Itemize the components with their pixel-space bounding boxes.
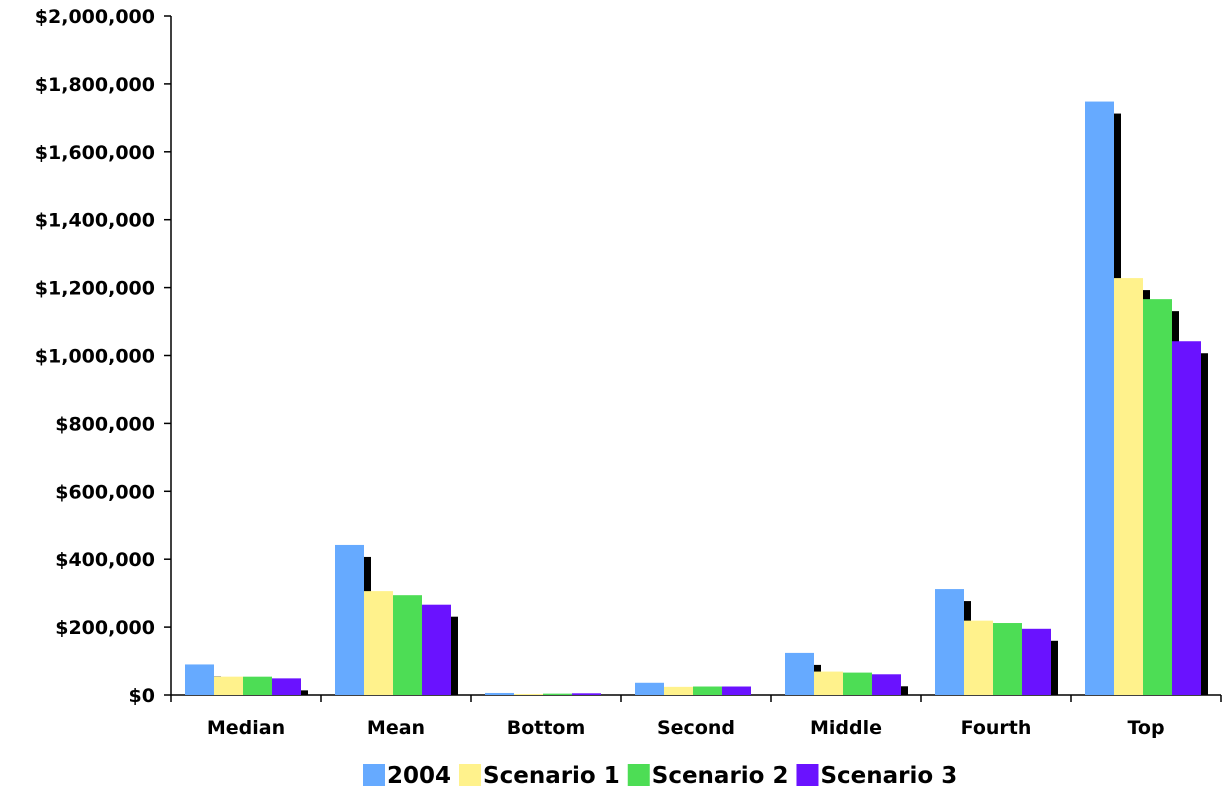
bar <box>485 693 514 695</box>
y-tick-label: $800,000 <box>55 413 155 435</box>
bar <box>785 653 814 695</box>
bar <box>722 687 751 695</box>
bar <box>1143 299 1172 695</box>
bar <box>935 589 964 695</box>
legend-swatch <box>628 764 650 786</box>
x-axis: Median Mean Bottom Second Middle Fourth Top <box>171 695 1221 739</box>
legend: 2004 Scenario 1 Scenario 2 Scenario 3 <box>363 763 957 789</box>
y-tick-label: $400,000 <box>55 549 155 571</box>
bar-shadow <box>451 617 458 695</box>
y-tick-label: $1,400,000 <box>35 210 155 232</box>
bar <box>1085 102 1114 695</box>
legend-swatch <box>363 764 385 786</box>
bar-shadow <box>1051 641 1058 695</box>
x-tick-label: Fourth <box>961 717 1032 739</box>
y-tick-label: $1,000,000 <box>35 346 155 368</box>
bar <box>543 694 572 695</box>
legend-label: Scenario 3 <box>820 763 957 789</box>
bar <box>214 677 243 695</box>
x-tick-label: Second <box>657 717 735 739</box>
y-tick-label: $1,600,000 <box>35 142 155 164</box>
bar-shadow <box>301 690 308 695</box>
y-tick-label: $1,800,000 <box>35 74 155 96</box>
x-tick-label: Median <box>207 717 285 739</box>
x-tick-label: Middle <box>810 717 882 739</box>
bar <box>243 677 272 695</box>
y-tick-label: $0 <box>129 685 155 707</box>
bar-shadow <box>901 686 908 695</box>
y-axis: $0 $200,000 $400,000 $600,000 $800,000 $1,000… <box>35 6 171 707</box>
bar <box>572 693 601 695</box>
bar <box>422 605 451 695</box>
bar <box>185 664 214 695</box>
y-tick-label: $600,000 <box>55 481 155 503</box>
y-tick-label: $1,200,000 <box>35 278 155 300</box>
bar <box>664 687 693 695</box>
y-tick-label: $200,000 <box>55 617 155 639</box>
bar <box>514 694 543 695</box>
bar <box>1114 278 1143 695</box>
bar <box>635 683 664 695</box>
bars <box>185 102 1208 695</box>
legend-label: Scenario 2 <box>652 763 789 789</box>
bar <box>693 687 722 695</box>
bar <box>335 545 364 695</box>
legend-swatch <box>459 764 481 786</box>
bar <box>964 621 993 695</box>
legend-label: Scenario 1 <box>483 763 620 789</box>
bar <box>1022 629 1051 695</box>
legend-swatch <box>796 764 818 786</box>
legend-label: 2004 <box>387 763 451 789</box>
bar <box>1172 341 1201 695</box>
bar <box>364 591 393 695</box>
x-tick-label: Mean <box>367 717 425 739</box>
bar <box>393 595 422 695</box>
bar <box>872 674 901 695</box>
bar <box>843 673 872 695</box>
x-tick-label: Bottom <box>507 717 586 739</box>
bar <box>814 672 843 695</box>
bar-shadow <box>1201 353 1208 695</box>
x-tick-label: Top <box>1127 717 1164 739</box>
bar <box>993 623 1022 695</box>
y-tick-label: $2,000,000 <box>35 6 155 28</box>
bar <box>272 678 301 695</box>
